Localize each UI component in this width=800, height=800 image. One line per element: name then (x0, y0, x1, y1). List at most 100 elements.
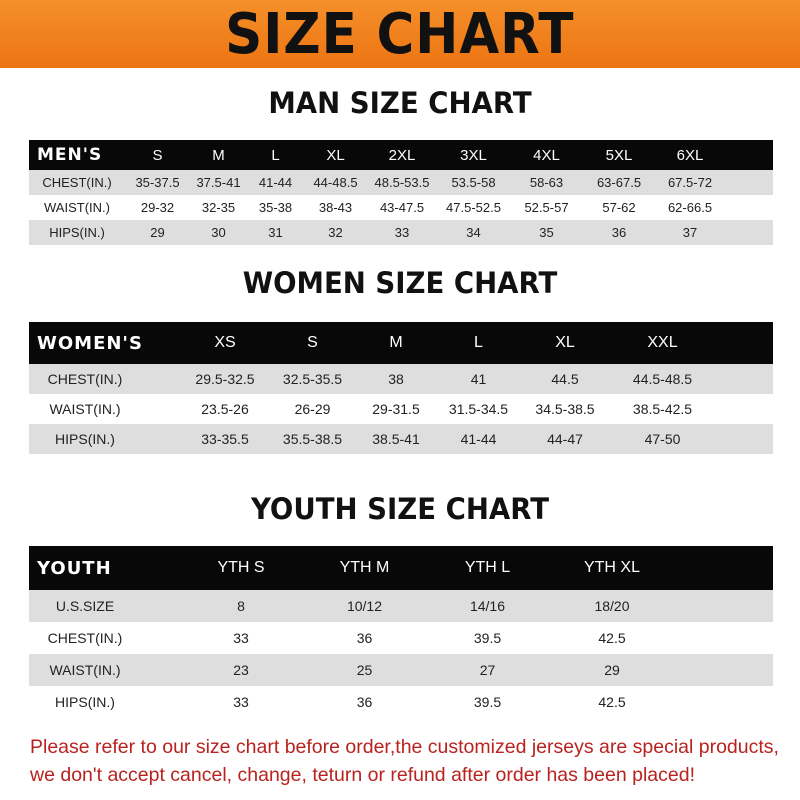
table-row: HIPS(IN.) 33-35.5 35.5-38.5 38.5-41 41-44 44-… (29, 424, 773, 454)
table-cell: 41-44 (258, 175, 293, 190)
table-row: HIPS(IN.) 29 30 31 32 33 34 35 36 37 (29, 220, 773, 245)
table-cell: 34.5-38.5 (535, 401, 595, 417)
table-cell: 29 (150, 225, 165, 240)
table-cell: 31.5-34.5 (448, 401, 509, 417)
size-header: 4XL (533, 146, 560, 164)
table-cell: 44.5-48.5 (632, 371, 693, 387)
size-header: M (389, 334, 403, 351)
row-label: CHEST(IN.) (47, 371, 123, 387)
table-header-row: WOMEN'S XS S M L XL XXL (29, 322, 773, 364)
table-cell: 39.5 (473, 694, 502, 710)
table-cell: 14/16 (469, 598, 506, 614)
table-cell: 58-63 (529, 175, 564, 190)
table-cell: 62-66.5 (667, 200, 713, 215)
table-row: CHEST(IN.) 29.5-32.5 32.5-35.5 38 41 44.5 44.5… (29, 364, 773, 394)
row-label: U.S.SIZE (55, 598, 115, 614)
table-header-label: WOMEN'S (37, 332, 143, 354)
size-header: XS (214, 334, 236, 351)
table-cell: 44-48.5 (313, 175, 358, 190)
table-header-label: MEN'S (37, 145, 103, 165)
notice-line-1: Please refer to our size chart before or… (30, 736, 779, 758)
table-row: CHEST(IN.) 35-37.5 37.5-41 41-44 44-48.5 48.5… (29, 170, 773, 195)
size-header: XL (555, 334, 575, 351)
table-cell: 63-67.5 (596, 175, 642, 190)
size-header: YTH M (339, 559, 390, 576)
row-label: CHEST(IN.) (47, 630, 123, 646)
table-cell: 41 (470, 371, 487, 387)
table-cell: 32-35 (201, 200, 236, 215)
table-cell: 41-44 (460, 431, 497, 447)
table-cell: 29 (604, 662, 620, 678)
table-cell: 67.5-72 (667, 175, 713, 190)
table-cell: 27 (479, 662, 496, 678)
table-cell: 36 (356, 630, 373, 646)
table-cell: 23 (233, 662, 249, 678)
women-chart-title: WOMEN SIZE CHART (242, 266, 558, 300)
size-header: XXL (647, 334, 678, 351)
table-cell: 47-50 (644, 431, 681, 447)
row-label: CHEST(IN.) (42, 175, 112, 190)
men-size-table: MEN'S S M L XL 2XL 3XL 4XL 5XL 6XL CHEST(IN.) 35-37… (29, 140, 773, 245)
table-cell: 10/12 (346, 598, 383, 614)
row-label: WAIST(IN.) (49, 662, 121, 678)
table-cell: 44.5 (551, 371, 579, 387)
table-cell: 33 (233, 630, 249, 646)
table-cell: 29.5-32.5 (195, 371, 255, 387)
table-cell: 35.5-38.5 (282, 431, 343, 447)
table-cell: 38.5-41 (372, 431, 420, 447)
youth-chart-title: YOUTH SIZE CHART (250, 492, 550, 526)
table-cell: 38.5-42.5 (632, 401, 693, 417)
table-cell: 33-35.5 (201, 431, 249, 447)
row-label: WAIST(IN.) (44, 200, 110, 215)
women-size-table: WOMEN'S XS S M L XL XXL CHEST(IN.) 29.5-32.5 32.5… (29, 322, 773, 454)
table-cell: 38 (388, 371, 404, 387)
size-header: L (271, 146, 280, 164)
table-cell: 33 (233, 694, 249, 710)
table-row: HIPS(IN.) 33 36 39.5 42.5 (29, 686, 773, 718)
table-cell: 42.5 (598, 630, 626, 646)
table-header-label: YOUTH (37, 557, 112, 579)
table-cell: 29-31.5 (372, 401, 420, 417)
size-header: XL (326, 146, 345, 164)
table-cell: 37.5-41 (196, 175, 241, 190)
size-header: YTH S (217, 559, 265, 576)
table-cell: 32.5-35.5 (282, 371, 343, 387)
table-cell: 44-47 (547, 431, 583, 447)
row-label: HIPS(IN.) (55, 431, 115, 447)
table-cell: 36 (356, 694, 373, 710)
table-cell: 42.5 (598, 694, 626, 710)
table-row: U.S.SIZE 8 10/12 14/16 18/20 (29, 590, 773, 622)
notice-line-2: we don't accept cancel, change, teturn o… (30, 764, 695, 786)
table-row: CHEST(IN.) 33 36 39.5 42.5 (29, 622, 773, 654)
table-cell: 31 (268, 225, 283, 240)
size-header: M (212, 146, 225, 164)
size-header: S (307, 334, 318, 351)
table-cell: 18/20 (594, 598, 630, 614)
size-header: YTH L (464, 559, 511, 576)
table-header-row: YOUTH YTH S YTH M YTH L YTH XL (29, 546, 773, 590)
banner-title: SIZE CHART (225, 1, 575, 67)
table-cell: 37 (682, 225, 698, 240)
row-label: HIPS(IN.) (49, 225, 105, 240)
size-header: 2XL (388, 146, 416, 164)
table-cell: 30 (211, 225, 226, 240)
table-cell: 38-43 (318, 200, 353, 215)
table-cell: 29-32 (140, 200, 175, 215)
banner: SIZE CHART (0, 0, 800, 68)
table-cell: 32 (328, 225, 343, 240)
table-cell: 48.5-53.5 (374, 175, 430, 190)
table-cell: 57-62 (602, 200, 636, 215)
size-header: YTH XL (583, 559, 640, 576)
size-header: 5XL (605, 146, 633, 164)
men-chart-title: MAN SIZE CHART (268, 86, 532, 120)
table-cell: 26-29 (294, 401, 331, 417)
table-cell: 25 (356, 662, 373, 678)
table-header-row: MEN'S S M L XL 2XL 3XL 4XL 5XL 6XL (29, 140, 773, 170)
youth-size-table: YOUTH YTH S YTH M YTH L YTH XL U.S.SIZE 8 10/12… (29, 546, 773, 718)
size-header: 3XL (460, 146, 487, 164)
table-cell: 36 (611, 225, 627, 240)
size-header: 6XL (676, 146, 704, 164)
table-cell: 35-38 (258, 200, 293, 215)
table-cell: 39.5 (473, 630, 502, 646)
table-cell: 47.5-52.5 (446, 200, 501, 215)
